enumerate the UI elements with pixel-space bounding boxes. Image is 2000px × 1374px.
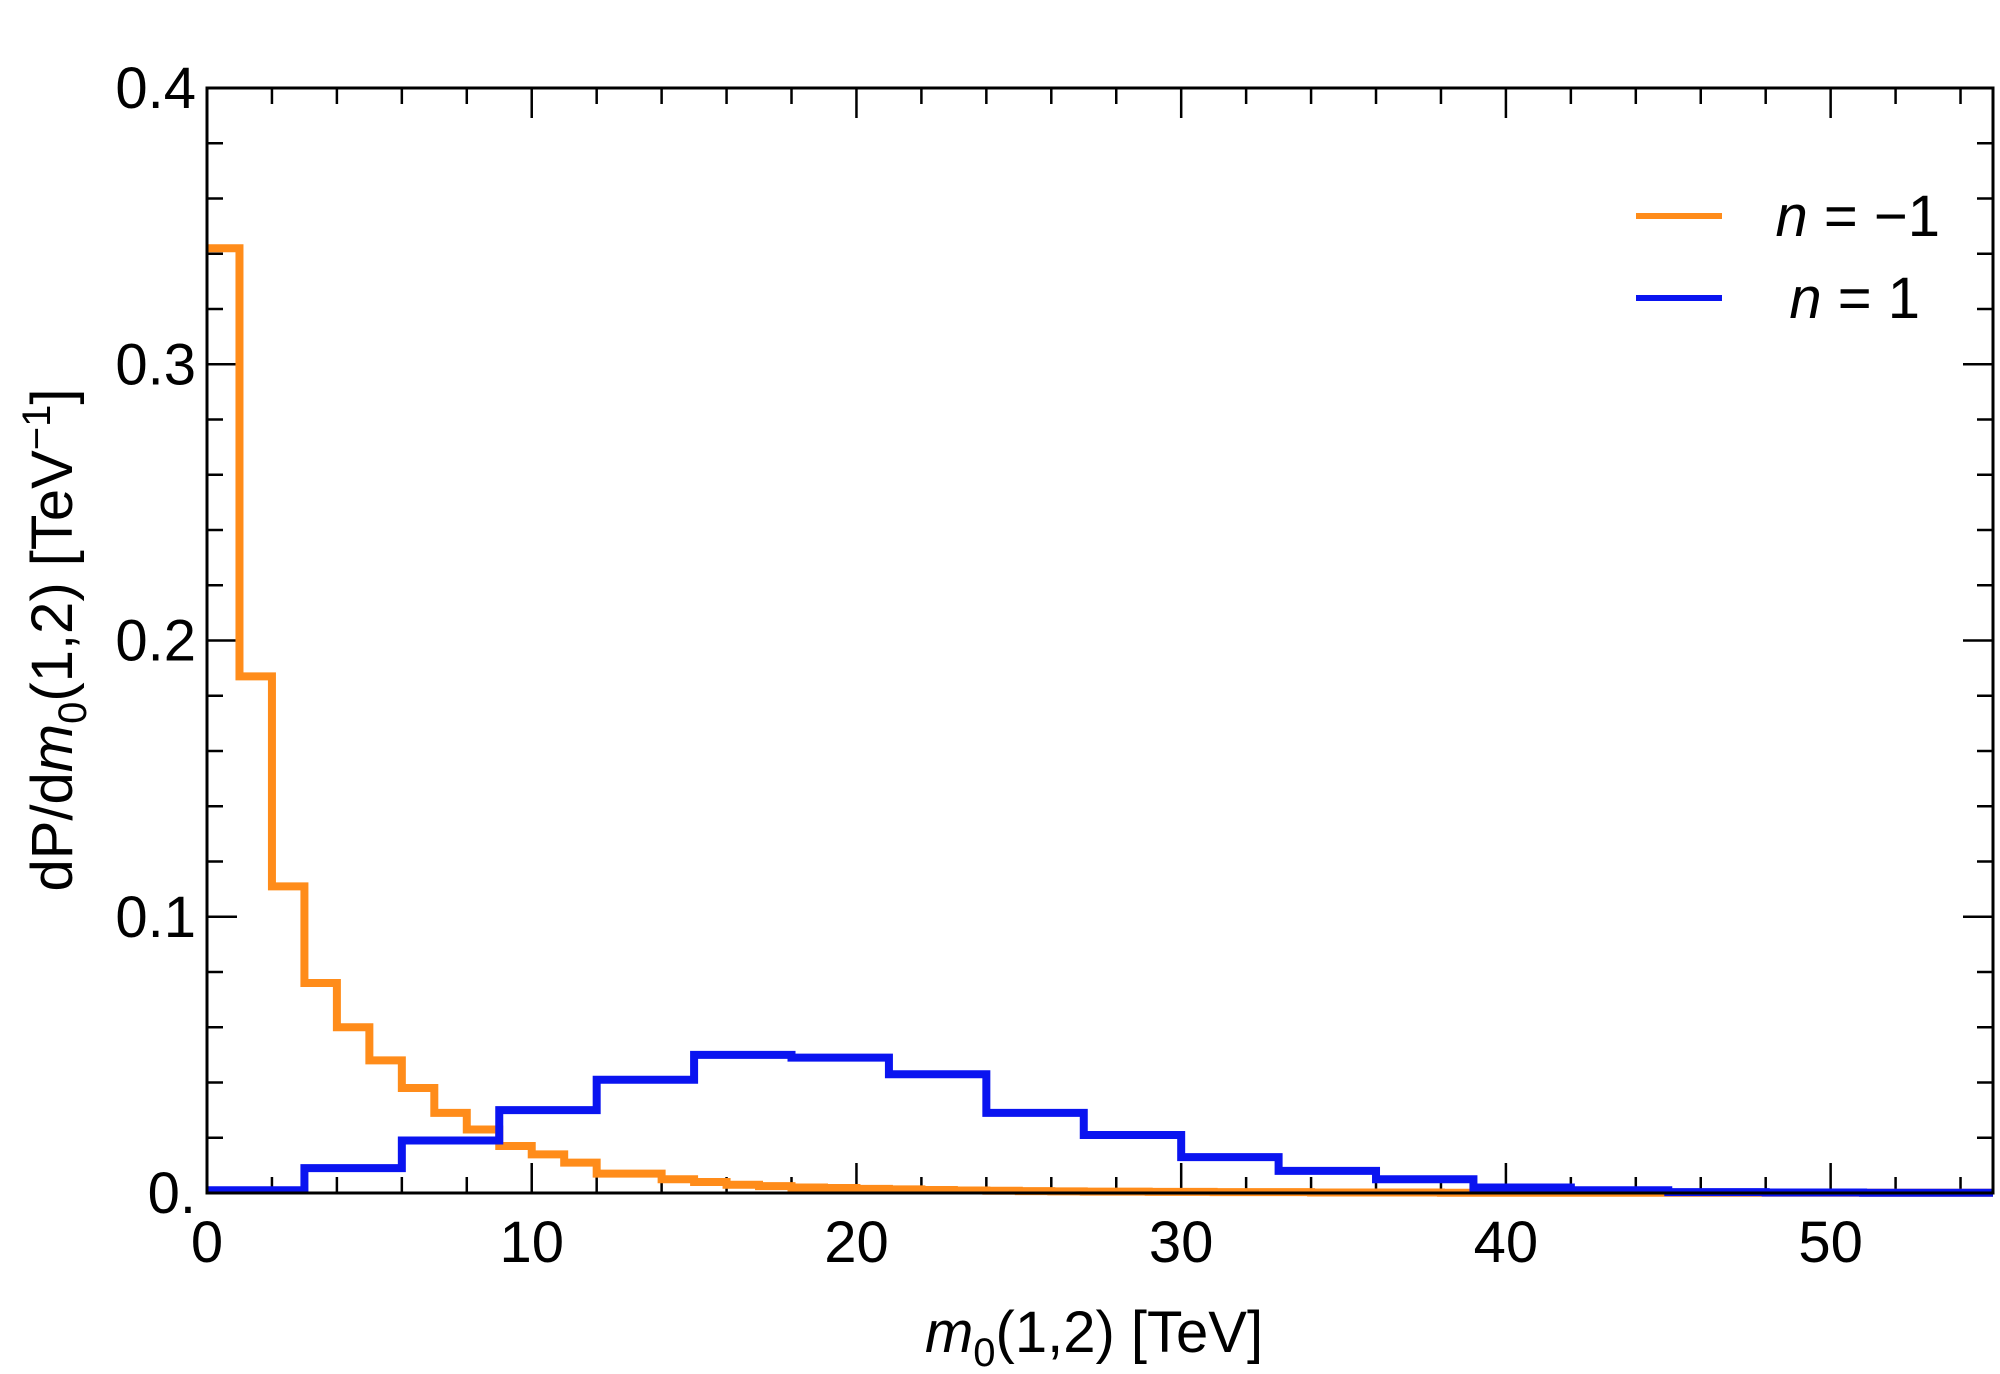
x-tick-label: 10 (499, 1210, 564, 1275)
legend-label-n-1: n = 1 (1789, 266, 1920, 331)
x-tick-label: 20 (824, 1210, 889, 1275)
legend-entry-n-minus-1: n = −1 (1636, 184, 1940, 249)
plot-frame (205, 86, 1995, 1195)
legend: n = −1 n = 1 (1636, 184, 1940, 331)
x-tick-label: 30 (1149, 1210, 1214, 1275)
legend-entry-n-1: n = 1 (1636, 266, 1920, 331)
x-tick-label: 50 (1798, 1210, 1863, 1275)
tick-labels: 0 10 20 30 40 50 0. 0.1 0.2 0.3 0.4 (115, 56, 1863, 1275)
legend-label-n-minus-1: n = −1 (1776, 184, 1941, 249)
x-tick-label: 0 (191, 1210, 223, 1275)
y-tick-label: 0.1 (115, 885, 196, 950)
y-axis-title: dP/dm0(1,2) [TeV−1] (15, 388, 95, 891)
y-tick-label: 0.3 (115, 332, 196, 397)
series-n-1-histogram (207, 1050, 1993, 1197)
y-tick-label: 0.2 (115, 609, 196, 674)
y-tick-label: 0. (148, 1161, 196, 1226)
y-tick-label: 0.4 (115, 56, 196, 121)
x-tick-label: 40 (1474, 1210, 1539, 1275)
x-axis-title: m0(1,2) [TeV] (925, 1300, 1263, 1374)
